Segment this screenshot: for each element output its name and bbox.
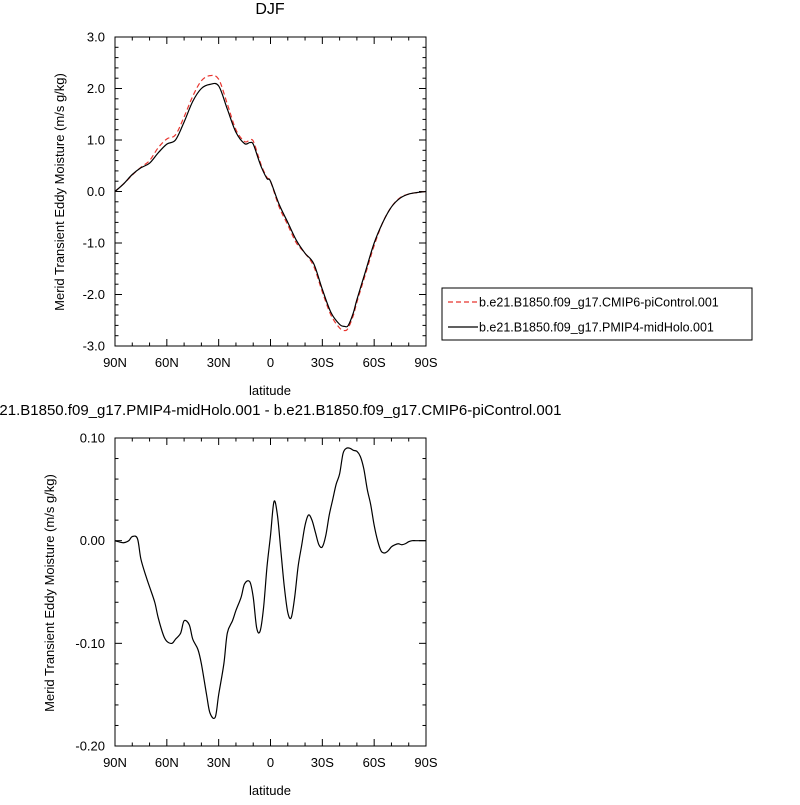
top-x-tick-label: 0 xyxy=(267,355,274,370)
top-series-lines xyxy=(114,74,427,332)
bottom-x-tick-label: 30S xyxy=(311,755,334,770)
top-series-line-0 xyxy=(114,74,427,332)
legend-box xyxy=(441,287,753,341)
top-panel: DJF Merid Transient Eddy Moisture (m/s g… xyxy=(52,1,438,398)
top-y-tick-label: -2.0 xyxy=(83,287,105,302)
top-y-tick-label: -1.0 xyxy=(83,236,105,251)
bottom-axis-ticks: 90N 60N 30N 0 30S 60S 90S -0.20 -0.10 0.00 0.10 xyxy=(75,431,438,771)
bottom-y-tick-label: -0.10 xyxy=(75,636,105,651)
bottom-y-tick-label: -0.20 xyxy=(75,739,105,754)
bottom-x-tick-label: 90S xyxy=(414,755,437,770)
bottom-x-tick-label: 30N xyxy=(207,755,231,770)
bottom-y-tick-label: 0.00 xyxy=(80,533,105,548)
bottom-panel: b.e21.B1850.f09_g17.PMIP4-midHolo.001 - … xyxy=(0,402,561,798)
top-plot-frame xyxy=(114,36,427,347)
top-x-tick-label: 30N xyxy=(207,355,231,370)
bottom-x-tick-label: 60S xyxy=(363,755,386,770)
top-y-tick-label: 1.0 xyxy=(87,133,105,148)
top-y-tick-label: 2.0 xyxy=(87,81,105,96)
bottom-series-line-0 xyxy=(114,447,426,720)
bottom-x-tick-label: 60N xyxy=(155,755,179,770)
top-x-tick-label: 90S xyxy=(414,355,437,370)
bottom-plot-frame xyxy=(114,437,427,747)
legend-label-picontrol: b.e21.B1850.f09_g17.CMIP6-piControl.001 xyxy=(479,296,719,310)
top-y-axis-label: Merid Transient Eddy Moisture (m/s g/kg) xyxy=(52,73,67,311)
top-series-line-1 xyxy=(114,82,427,328)
bottom-x-axis-label: latitude xyxy=(249,783,291,798)
top-x-axis-label: latitude xyxy=(249,383,291,398)
top-y-tick-label: -3.0 xyxy=(83,339,105,354)
top-y-tick-label: 3.0 xyxy=(87,30,105,45)
bottom-x-tick-label: 0 xyxy=(267,755,274,770)
top-chart-title: DJF xyxy=(255,1,285,18)
bottom-y-tick-label: 0.10 xyxy=(80,431,105,446)
bottom-x-tick-label: 90N xyxy=(103,755,127,770)
top-y-tick-label: 0.0 xyxy=(87,184,105,199)
top-axis-ticks: 90N 60N 30N 0 30S 60S 90S -3.0 -2.0 -1.0 0.0 1.0 2.0… xyxy=(83,30,438,371)
bottom-series-lines xyxy=(114,447,426,720)
legend: b.e21.B1850.f09_g17.CMIP6-piControl.001 … xyxy=(441,287,753,341)
bottom-chart-title: b.e21.B1850.f09_g17.PMIP4-midHolo.001 - … xyxy=(0,402,561,419)
top-x-tick-label: 60S xyxy=(363,355,386,370)
top-x-tick-label: 90N xyxy=(103,355,127,370)
top-x-tick-label: 60N xyxy=(155,355,179,370)
top-x-tick-label: 30S xyxy=(311,355,334,370)
bottom-y-axis-label: Merid Transient Eddy Moisture (m/s g/kg) xyxy=(42,474,57,712)
legend-label-midholo: b.e21.B1850.f09_g17.PMIP4-midHolo.001 xyxy=(479,321,714,335)
